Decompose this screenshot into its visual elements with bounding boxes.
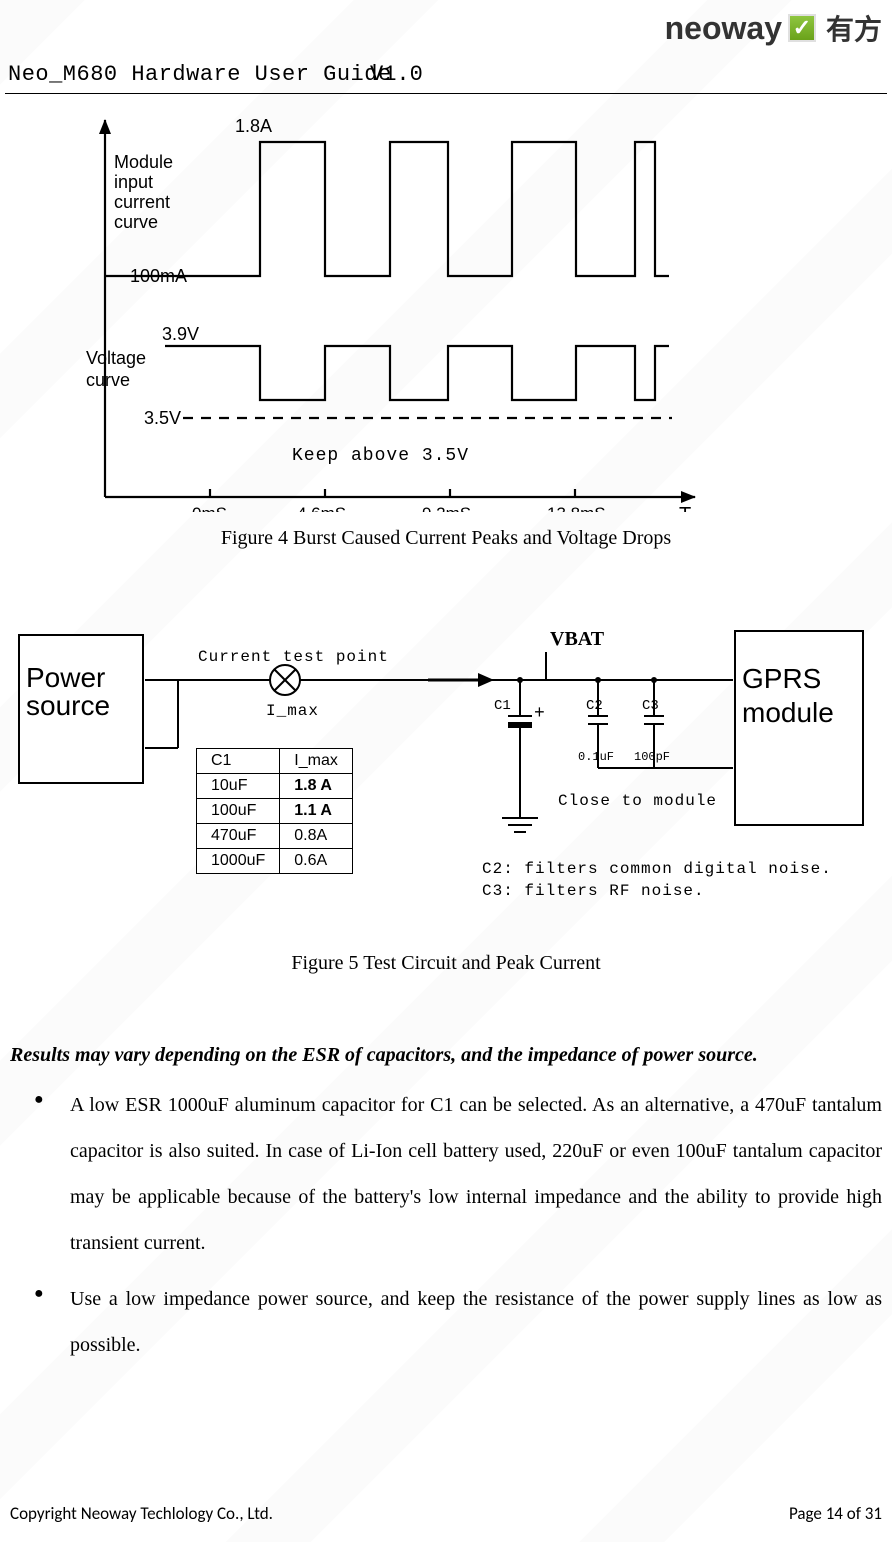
current-test-point-label: Current test point [198,648,389,666]
svg-text:current: current [114,192,170,212]
svg-text:input: input [114,172,153,192]
svg-text:13.8mS: 13.8mS [547,504,606,512]
c3-label: C3 [642,698,659,714]
header-title: Neo_M680 Hardware User Guide [8,62,392,87]
imax-cell: 0.8A [280,824,353,849]
results-note: Results may vary depending on the ESR of… [10,1044,882,1067]
bullet-1: A low ESR 1000uF aluminum capacitor for … [34,1082,882,1266]
c1-cell: 1000uF [197,849,280,874]
imax-cell: 0.6A [280,849,353,874]
figure-5-diagram: Power source GPRS module Current test po… [10,620,882,940]
c1-cell: 470uF [197,824,280,849]
close-to-module-label: Close to module [558,792,717,810]
svg-text:Keep above 3.5V: Keep above 3.5V [292,446,469,466]
table-row: 100uF1.1 A [197,799,353,824]
c1-cell: 100uF [197,799,280,824]
header-rule [5,93,887,94]
brand-name-zh: 有方 [826,8,882,48]
svg-text:Module: Module [114,152,173,172]
header-version: V1.0 [370,62,423,87]
vbat-label: VBAT [550,628,604,651]
c1-col-head: C1 [197,749,280,774]
svg-text:curve: curve [86,370,130,390]
c3-value: 100pF [634,750,670,764]
imax-col-head: I_max [280,749,353,774]
c1-plus-icon: + [534,704,545,724]
imax-cell: 1.1 A [280,799,353,824]
brand-logo: neoway 有方 [665,8,882,48]
imax-cell: 1.8 A [280,774,353,799]
svg-text:Voltage: Voltage [86,348,146,368]
c2-note: C2: filters common digital noise. [482,860,832,878]
bullet-list: A low ESR 1000uF aluminum capacitor for … [34,1082,882,1378]
c3-note: C3: filters RF noise. [482,882,705,900]
brand-name-en: neoway [665,10,782,47]
copyright-text: Copyright Neoway Techlology Co., Ltd. [10,1503,273,1524]
c2-value: 0.1uF [578,750,614,764]
table-row: 1000uF0.6A [197,849,353,874]
table-row: 470uF0.8A [197,824,353,849]
c1-label: C1 [494,698,511,714]
svg-text:T: T [679,504,691,512]
bullet-2: Use a low impedance power source, and ke… [34,1276,882,1368]
page-number: Page 14 of 31 [789,1503,882,1524]
logo-mark-icon [788,14,816,42]
c2-label: C2 [586,698,603,714]
figure-4-caption: Figure 4 Burst Caused Current Peaks and … [0,527,892,550]
c1-imax-table: C1 I_max 10uF1.8 A100uF1.1 A470uF0.8A100… [196,748,353,874]
table-row: 10uF1.8 A [197,774,353,799]
svg-text:3.9V: 3.9V [162,324,199,344]
c1-cell: 10uF [197,774,280,799]
figure-5-caption: Figure 5 Test Circuit and Peak Current [0,952,892,975]
svg-text:curve: curve [114,212,158,232]
svg-text:4.6mS: 4.6mS [297,504,346,512]
svg-text:0mS: 0mS [192,504,227,512]
svg-text:3.5V: 3.5V [144,408,181,428]
svg-text:1.8A: 1.8A [235,116,272,136]
svg-text:9.2mS: 9.2mS [422,504,471,512]
figure-4-chart: Moduleinputcurrentcurve1.8A100mAVoltagec… [80,112,710,512]
imax-label: I_max [266,702,319,720]
